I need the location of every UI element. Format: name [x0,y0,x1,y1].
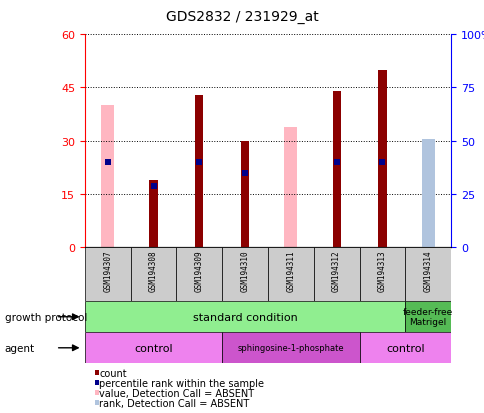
Bar [176,248,222,301]
Bar [85,332,222,363]
Text: GSM194308: GSM194308 [149,249,158,291]
Bar [359,332,450,363]
Bar [101,106,114,248]
Text: value, Detection Call = ABSENT: value, Detection Call = ABSENT [99,388,254,398]
Bar [85,248,130,301]
Text: GDS2832 / 231929_at: GDS2832 / 231929_at [166,9,318,24]
Text: growth protocol: growth protocol [5,312,87,322]
Text: percentile rank within the sample: percentile rank within the sample [99,378,264,388]
Bar [332,92,340,248]
Text: agent: agent [5,343,35,353]
Text: control: control [385,343,424,353]
Bar [421,139,434,248]
Text: sphingosine-1-phosphate: sphingosine-1-phosphate [237,344,344,352]
Bar [222,248,268,301]
Bar [378,71,386,248]
Text: GSM194307: GSM194307 [103,249,112,291]
Text: GSM194310: GSM194310 [240,249,249,291]
Bar [130,248,176,301]
Text: standard condition: standard condition [192,312,297,322]
Bar [85,301,405,332]
Text: GSM194314: GSM194314 [423,249,432,291]
Text: GSM194312: GSM194312 [332,249,340,291]
Bar [313,248,359,301]
Bar [222,332,359,363]
Bar [405,301,450,332]
Bar [359,248,405,301]
Text: control: control [134,343,172,353]
Bar [267,248,313,301]
Bar [241,142,249,248]
Bar [405,248,450,301]
Text: feeder-free
Matrigel: feeder-free Matrigel [402,307,453,327]
Bar [421,170,434,248]
Text: GSM194309: GSM194309 [195,249,203,291]
Text: GSM194311: GSM194311 [286,249,295,291]
Text: count: count [99,368,127,377]
Bar [284,127,297,248]
Text: GSM194313: GSM194313 [377,249,386,291]
Bar [149,180,157,248]
Bar [195,95,203,248]
Text: rank, Detection Call = ABSENT: rank, Detection Call = ABSENT [99,398,249,408]
